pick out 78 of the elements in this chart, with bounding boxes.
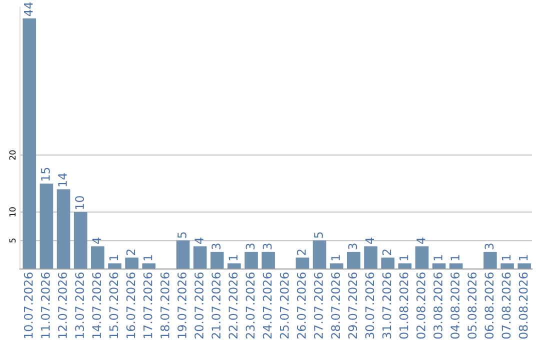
data-label: 1: [518, 255, 528, 260]
x-tick-label: 08.08.2026: [518, 272, 528, 339]
data-label: 1: [400, 255, 408, 260]
bar: [125, 258, 138, 269]
x-tick-label: 31.07.2026: [382, 272, 392, 338]
bar: [74, 212, 88, 269]
data-label: 1: [502, 255, 511, 260]
data-label: 1: [228, 255, 238, 260]
bar: [22, 18, 36, 269]
bar: [312, 240, 326, 269]
bar: [262, 252, 275, 269]
x-tick-label: 22.07.2026: [228, 272, 238, 339]
x-tick-label: 04.08.2026: [450, 272, 460, 339]
data-label: 5: [314, 232, 323, 238]
data-label: 3: [484, 244, 494, 250]
x-tick-label: 15.07.2026: [109, 272, 118, 338]
x-tick-label: 28.07.2026: [331, 272, 340, 339]
x-tick-label: 12.07.2026: [58, 272, 67, 338]
data-label: 1: [331, 255, 340, 260]
data-label: 3: [246, 244, 255, 250]
bar: [176, 240, 190, 269]
data-label: 4: [416, 238, 426, 244]
data-label: 3: [212, 244, 221, 250]
data-label: 3: [348, 244, 358, 250]
x-tick-label: 07.08.2026: [502, 272, 511, 339]
bar: [40, 184, 54, 269]
x-tick-label: 21.07.2026: [212, 272, 221, 339]
bar: [210, 252, 224, 269]
bar: [364, 246, 378, 269]
bar: [381, 258, 394, 269]
data-label: 44: [24, 2, 33, 16]
x-tick-label: 20.07.2026: [194, 272, 204, 339]
y-tick-label: 20: [9, 150, 16, 160]
x-tick-label: 16.07.2026: [126, 272, 136, 338]
x-tick-label: 23.07.2026: [246, 272, 255, 339]
x-tick-label: 25.07.2026: [280, 272, 289, 339]
x-tick-label: 30.07.2026: [365, 272, 374, 338]
x-tick-label: 19.07.2026: [177, 272, 186, 338]
y-tick-label: 5: [9, 238, 16, 243]
y-tick-label: 10: [9, 207, 16, 216]
x-tick-label: 18.07.2026: [160, 272, 170, 338]
bar: [296, 258, 310, 269]
x-tick-label: 02.08.2026: [416, 272, 426, 339]
bar: [415, 246, 429, 269]
data-label: 1: [434, 255, 442, 260]
x-tick-label: 24.07.2026: [262, 272, 272, 339]
data-label: 2: [296, 250, 306, 256]
x-tick-label: 17.07.2026: [143, 272, 152, 338]
x-tick-label: 05.08.2026: [468, 272, 477, 339]
data-label: 3: [262, 244, 272, 250]
x-tick-label: 11.07.2026: [40, 272, 50, 338]
x-tick-label: 06.08.2026: [484, 272, 494, 339]
bar: [346, 252, 360, 269]
x-tick-label: 29.07.2026: [348, 272, 358, 339]
bar: [484, 252, 497, 269]
x-tick-label: 27.07.2026: [314, 272, 323, 339]
bar: [193, 246, 207, 269]
data-label: 4: [92, 238, 101, 244]
x-tick-label: 03.08.2026: [433, 272, 442, 339]
data-label: 15: [41, 168, 50, 181]
bar: [90, 246, 104, 269]
x-tick-label: 10.07.2026: [24, 272, 33, 338]
data-label: 4: [194, 238, 204, 244]
data-label: 2: [382, 250, 392, 256]
data-label: 1: [109, 255, 118, 260]
x-tick-label: 26.07.2026: [296, 272, 306, 339]
data-label: 4: [365, 238, 374, 244]
x-tick-label: 01.08.2026: [399, 272, 408, 339]
data-label: 5: [178, 232, 186, 238]
bar: [56, 189, 70, 269]
x-tick-label: 14.07.2026: [92, 272, 102, 338]
data-label: 2: [126, 250, 136, 256]
data-label: 10: [75, 196, 84, 210]
bar: [244, 252, 258, 269]
data-label: 1: [450, 255, 460, 260]
x-tick-label: 13.07.2026: [75, 272, 84, 338]
data-label: 14: [58, 173, 67, 186]
data-label: 1: [144, 255, 152, 260]
